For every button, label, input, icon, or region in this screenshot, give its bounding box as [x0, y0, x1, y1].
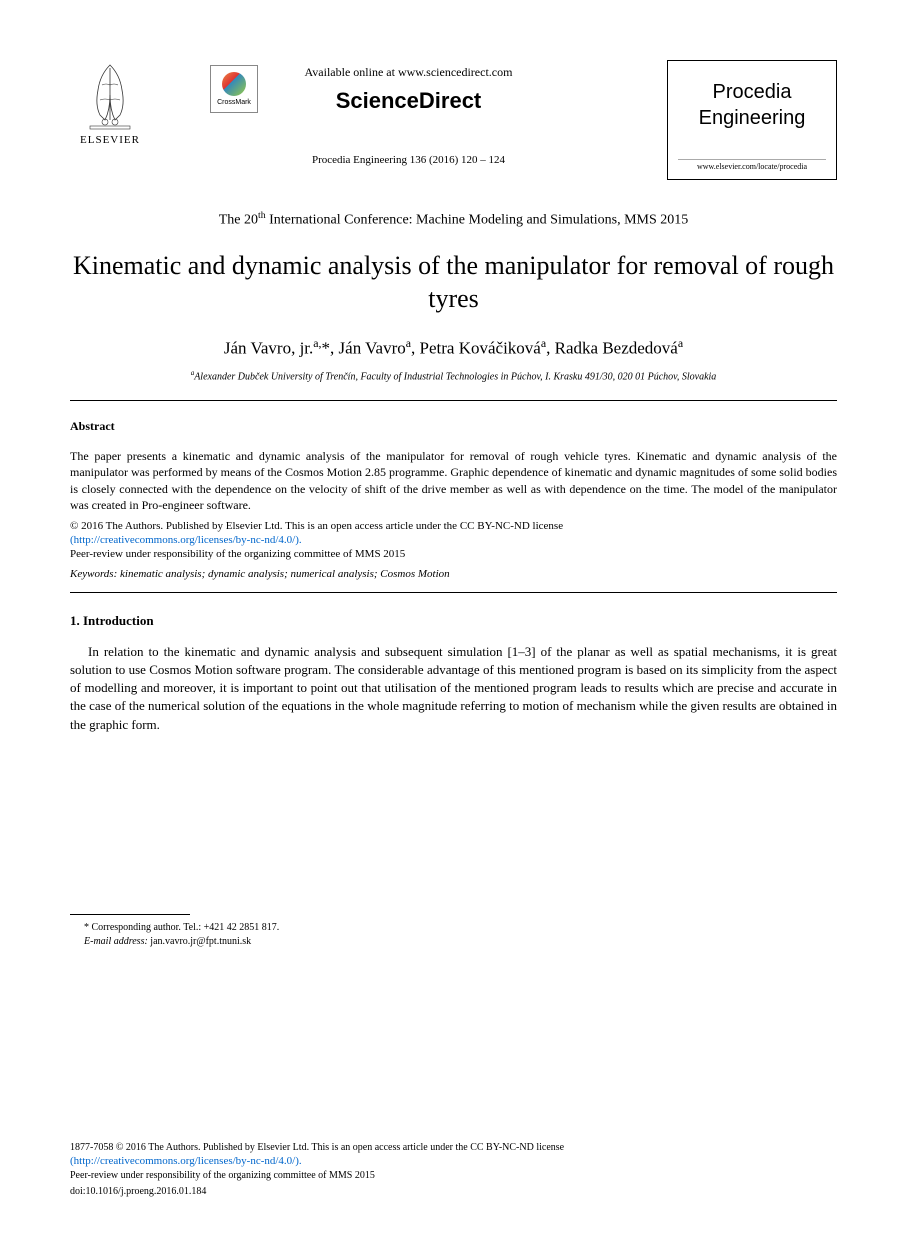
crossmark-label: CrossMark — [217, 99, 251, 106]
keywords-label: Keywords: — [70, 568, 117, 580]
page-footer: 1877-7058 © 2016 The Authors. Published … — [70, 1141, 837, 1198]
section-1-body: In relation to the kinematic and dynamic… — [70, 643, 837, 734]
doi-line: doi:10.1016/j.proeng.2016.01.184 — [70, 1185, 837, 1199]
elsevier-label: ELSEVIER — [80, 134, 140, 146]
journal-box: Procedia Engineering www.elsevier.com/lo… — [667, 60, 837, 180]
header-center: CrossMark Available online at www.scienc… — [150, 60, 667, 166]
abstract-text: The paper presents a kinematic and dynam… — [70, 448, 837, 513]
citation-line: Procedia Engineering 136 (2016) 120 – 12… — [312, 154, 505, 166]
footer-license-link[interactable]: (http://creativecommons.org/licenses/by-… — [70, 1154, 837, 1169]
available-online-text: Available online at www.sciencedirect.co… — [305, 65, 513, 80]
email-line: E-mail address: jan.vavro.jr@fpt.tnuni.s… — [84, 935, 837, 949]
license-link[interactable]: (http://creativecommons.org/licenses/by-… — [70, 534, 837, 546]
crossmark-badge[interactable]: CrossMark — [210, 65, 258, 113]
journal-name-line2: Engineering — [678, 105, 826, 131]
keywords-line: Keywords: kinematic analysis; dynamic an… — [70, 568, 837, 580]
corresponding-author: * Corresponding author. Tel.: +421 42 28… — [84, 921, 837, 935]
header-row: ELSEVIER CrossMark Available online at w… — [70, 60, 837, 180]
paper-title: Kinematic and dynamic analysis of the ma… — [70, 249, 837, 317]
journal-url: www.elsevier.com/locate/procedia — [678, 159, 826, 171]
journal-name-line1: Procedia — [678, 79, 826, 105]
abstract-heading: Abstract — [70, 419, 837, 434]
crossmark-icon — [222, 72, 246, 96]
section-1-heading: 1. Introduction — [70, 613, 837, 629]
authors-line: Ján Vavro, jr.a,*, Ján Vavroa, Petra Kov… — [70, 336, 837, 359]
affiliation-line: aAlexander Dubček University of Trenčín,… — [70, 369, 837, 382]
separator-bottom — [70, 592, 837, 593]
peer-review-line: Peer-review under responsibility of the … — [70, 548, 837, 560]
conference-line: The 20th International Conference: Machi… — [70, 210, 837, 229]
footer-copyright: 1877-7058 © 2016 The Authors. Published … — [70, 1141, 837, 1155]
email-label: E-mail address: — [84, 936, 148, 947]
copyright-line: © 2016 The Authors. Published by Elsevie… — [70, 519, 837, 534]
footnote-separator — [70, 914, 190, 915]
footer-peer-review: Peer-review under responsibility of the … — [70, 1169, 837, 1183]
separator-top — [70, 400, 837, 401]
elsevier-logo-block: ELSEVIER — [70, 60, 150, 146]
sciencedirect-logo: ScienceDirect — [336, 88, 482, 114]
email-address: jan.vavro.jr@fpt.tnuni.sk — [148, 936, 251, 947]
elsevier-tree-icon — [80, 60, 140, 130]
keywords-values: kinematic analysis; dynamic analysis; nu… — [117, 568, 449, 580]
